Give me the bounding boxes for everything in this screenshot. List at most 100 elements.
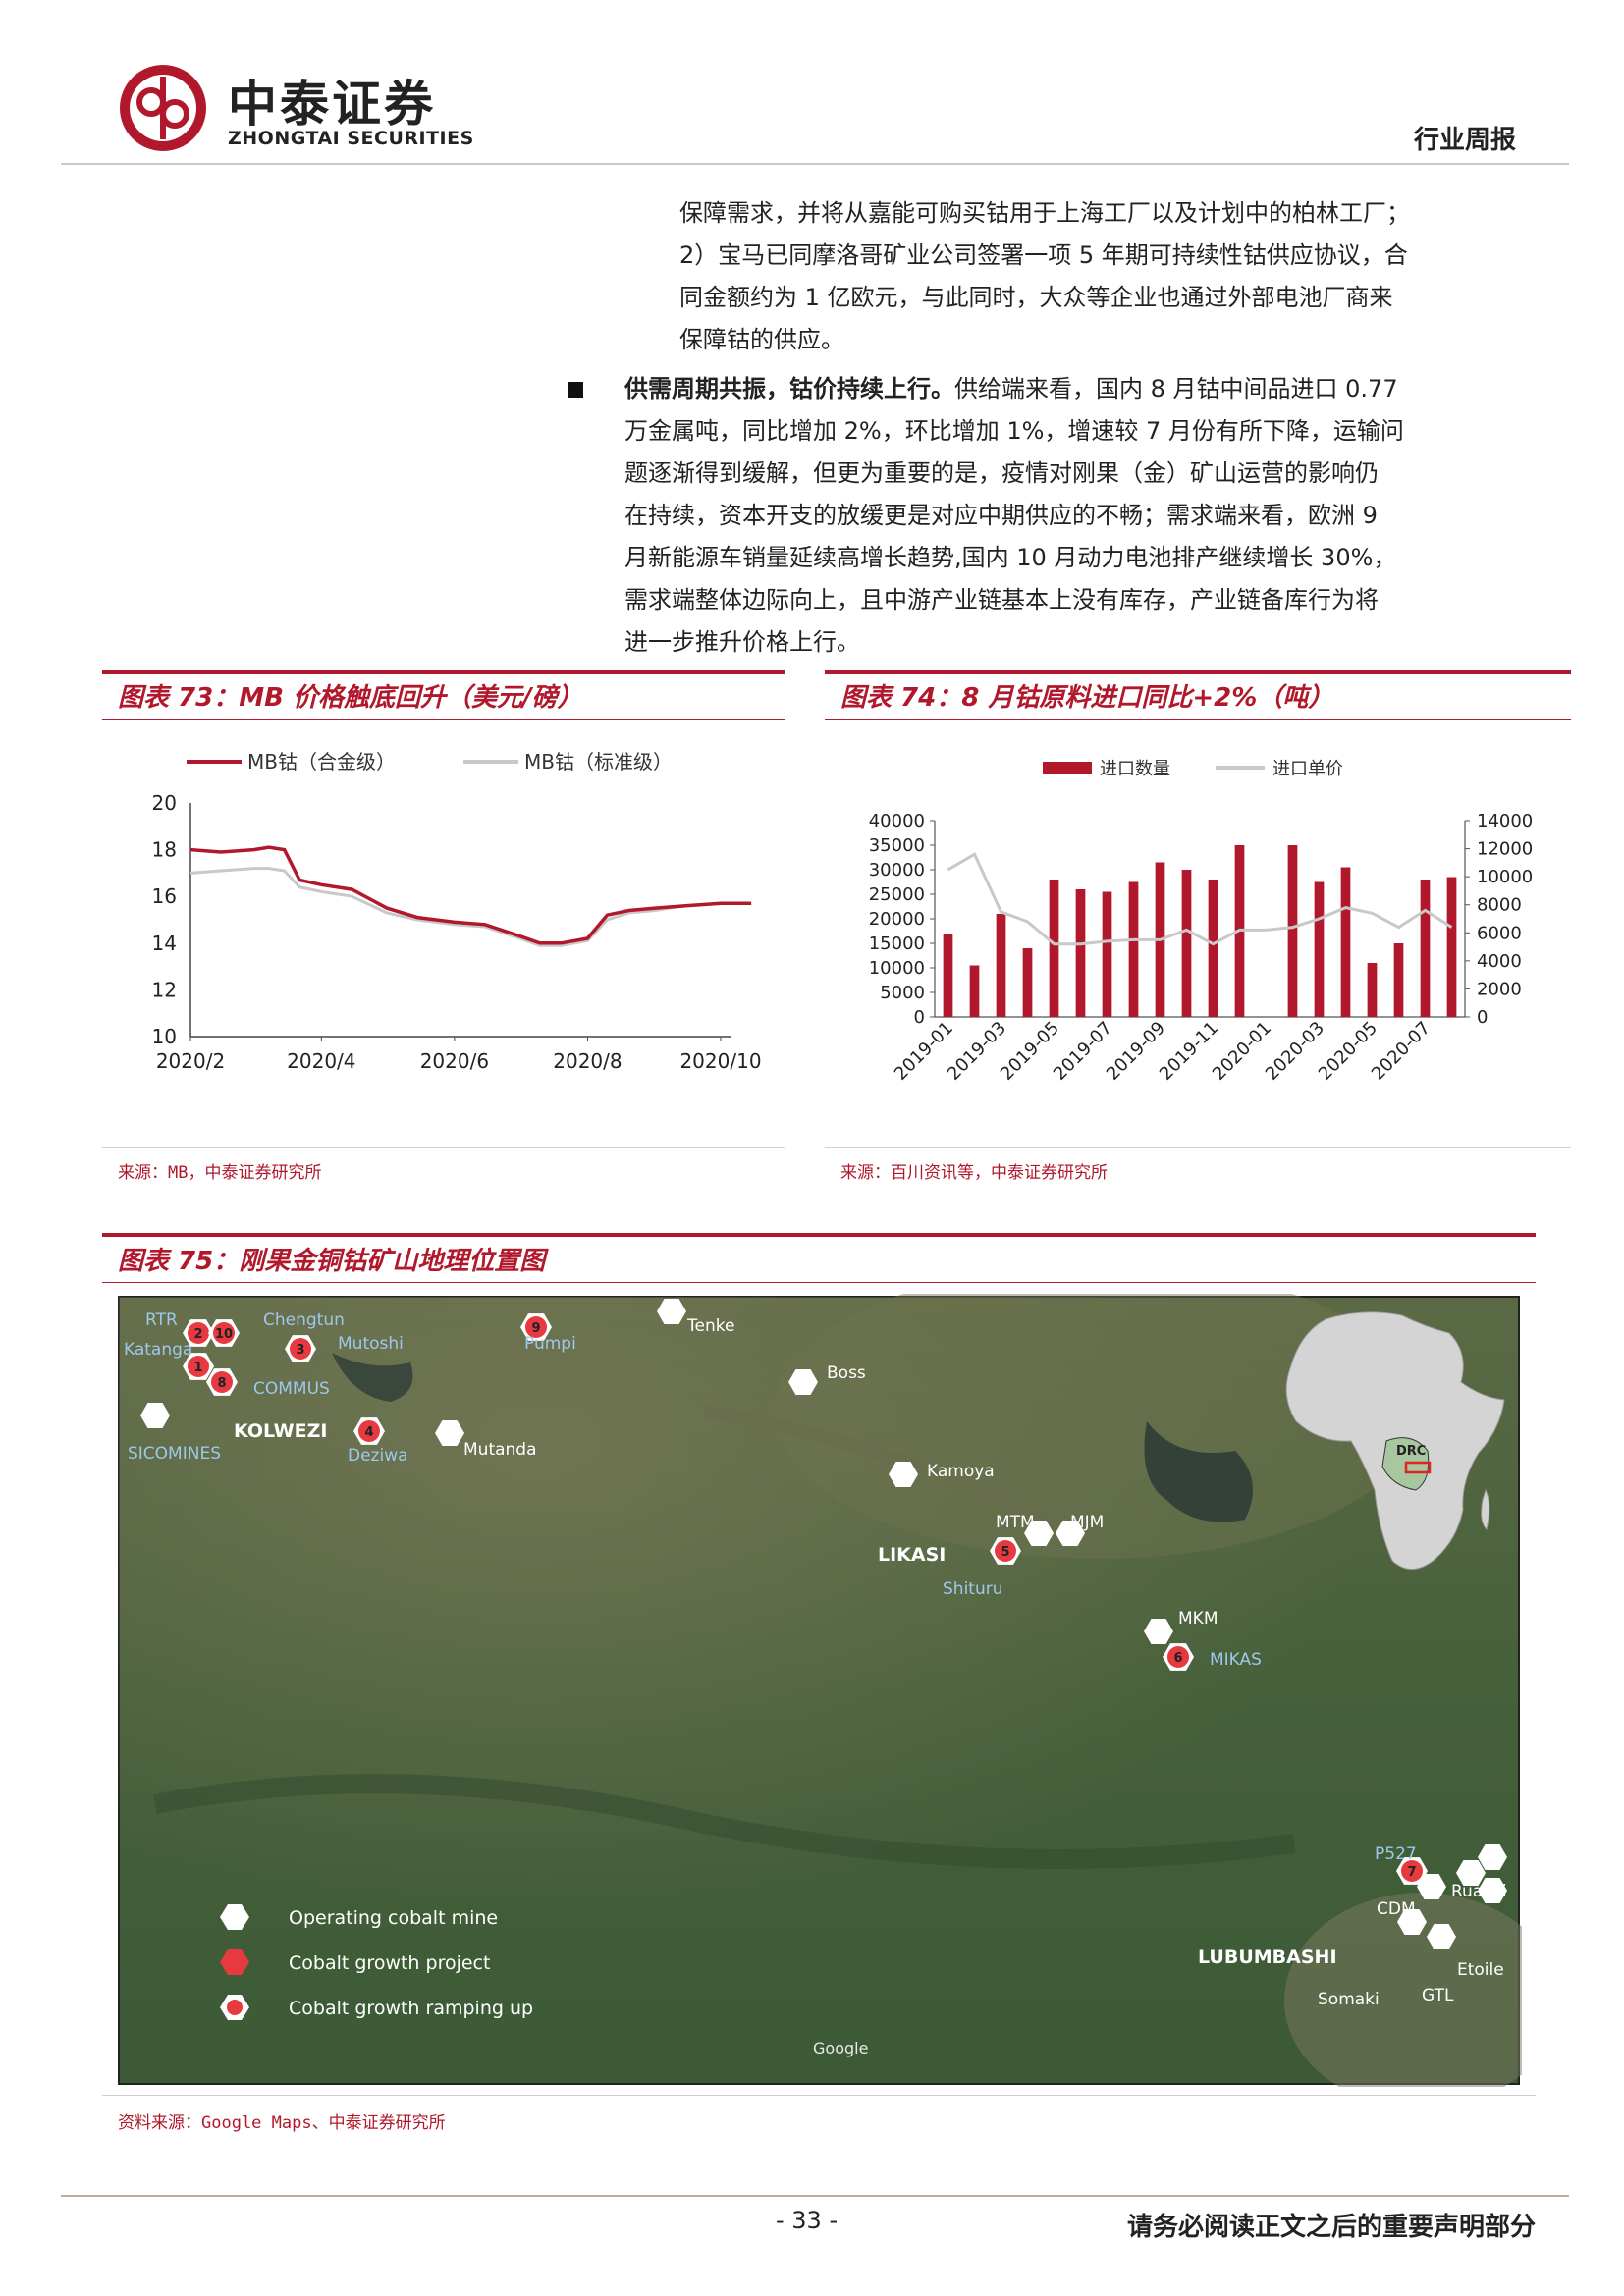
growth-mine-marker [188, 1356, 209, 1377]
legend-growth: Cobalt growth project [289, 1952, 490, 1974]
y-left-tick-label: 10000 [869, 958, 925, 979]
company-logo [120, 65, 206, 151]
mine-label: Chengtun [263, 1310, 345, 1330]
y-tick-label: 14 [152, 932, 177, 955]
header-divider [61, 163, 1569, 165]
legend-label: 进口数量 [1100, 759, 1170, 779]
y-left-tick-label: 40000 [869, 811, 925, 831]
y-right-tick-label: 6000 [1477, 923, 1522, 943]
mine-label: MTM [996, 1513, 1035, 1532]
mine-label: P527 [1375, 1844, 1417, 1864]
y-left-tick-label: 5000 [880, 983, 925, 1003]
mine-label: CDM [1377, 1899, 1416, 1919]
y-right-tick-label: 0 [1477, 1007, 1488, 1028]
x-tick-label: 2020/10 [679, 1049, 761, 1073]
city-label: LUBUMBASHI [1198, 1947, 1337, 1968]
operating-mine-marker [1024, 1521, 1054, 1546]
y-tick-label: 10 [152, 1025, 177, 1048]
fig73-title: 图表 73：MB 价格触底回升（美元/磅） [118, 683, 583, 713]
mine-label: Ruashi [1451, 1882, 1507, 1901]
mine-label: RTR [145, 1310, 178, 1330]
y-right-tick-label: 8000 [1477, 895, 1522, 916]
operating-mine-marker [788, 1369, 818, 1395]
operating-mine-marker [657, 1299, 686, 1324]
drc-mine-map: DRC KOLWEZI LIKASI LUBUMBASHI 2 101834956… [116, 1294, 1522, 2087]
bar-import-quantity [969, 965, 980, 1017]
logo-text-en: ZHONGTAI SECURITIES [228, 128, 474, 149]
growth-mine-marker [213, 1322, 235, 1344]
legend-swatch-quantity [1043, 762, 1092, 774]
legend-label: MB钴（标准级） [524, 750, 673, 774]
footer-divider [61, 2195, 1569, 2197]
bar-import-quantity [1208, 880, 1218, 1017]
mine-label: Mutanda [463, 1440, 537, 1460]
bar-import-quantity [1181, 870, 1192, 1017]
bar-import-quantity [1022, 948, 1033, 1017]
mine-label: Deziwa [348, 1446, 408, 1466]
bar-import-quantity [1393, 943, 1404, 1017]
report-type: 行业周报 [1413, 126, 1516, 155]
mine-label: Boss [827, 1363, 866, 1383]
y-left-tick-label: 25000 [869, 884, 925, 905]
mb-price-chart: MB钴（合金级） MB钴（标准级） 10 12 14 16 18 20 2020/2 2020/4… [152, 750, 762, 1073]
fig74-bottom-rule [825, 1147, 1571, 1148]
series-line-price [947, 852, 1453, 946]
mine-label: Mutoshi [338, 1334, 404, 1354]
y-tick-label: 20 [152, 791, 177, 815]
y-right-tick-label: 2000 [1477, 979, 1522, 999]
y-right-tick-label: 4000 [1477, 951, 1522, 972]
y-left-tick-label: 15000 [869, 934, 925, 954]
operating-mine-marker [1056, 1521, 1085, 1546]
fig74-title: 图表 74：8 月钴原料进口同比+2%（吨） [840, 683, 1334, 713]
bar-import-quantity [1314, 881, 1325, 1017]
x-tick-label: 2020/6 [420, 1049, 489, 1073]
text-line: 供需周期共振，钴价持续上行。供给端来看，国内 8 月钴中间品进口 0.77 [624, 368, 1524, 410]
bullet-marker [568, 382, 583, 398]
bar-import-quantity [996, 914, 1006, 1017]
fig74-source: 来源：百川资讯等，中泰证券研究所 [840, 1163, 1108, 1183]
fig73-bottom-rule [102, 1147, 785, 1148]
x-tick-label: 2020/4 [287, 1049, 355, 1073]
operating-mine-marker [1417, 1874, 1446, 1899]
operating-mine-marker [1456, 1860, 1486, 1886]
fig75-title-rule [102, 1282, 1536, 1283]
series-line-standard [189, 867, 752, 947]
y-left-tick-label: 30000 [869, 860, 925, 881]
map-legend: Operating cobalt mine Cobalt growth proj… [220, 1904, 533, 2020]
text-line: 月新能源车销量延续高增长趋势,国内 10 月动力电池排产继续增长 30%， [624, 544, 1397, 571]
bar-import-quantity [1128, 881, 1139, 1017]
mine-number: 1 [193, 1361, 202, 1375]
operating-mine-marker [1478, 1878, 1507, 1903]
series-line-alloy [189, 845, 752, 945]
y-tick-label: 16 [152, 884, 177, 908]
text-line: 在持续，资本开支的放缓更是对应中期供应的不畅；需求端来看，欧洲 9 [624, 502, 1378, 529]
fig75-title: 图表 75：刚果金铜钴矿山地理位置图 [118, 1247, 546, 1276]
operating-mine-marker [435, 1420, 464, 1446]
mine-label: Pumpi [524, 1334, 576, 1354]
paragraph-continued: 保障需求，并将从嘉能可购买钴用于上海工厂以及计划中的柏林工厂； 2）宝马已同摩洛… [679, 192, 1524, 361]
x-tick-label: 2020/2 [156, 1049, 225, 1073]
mine-number: 8 [217, 1376, 226, 1391]
y-tick-label: 12 [152, 978, 177, 1001]
growth-mine-marker [1167, 1646, 1189, 1668]
logo-text-cn: 中泰证券 [228, 76, 436, 133]
text-line: 题逐渐得到缓解，但更为重要的是，疫情对刚果（金）矿山运营的影响仍 [624, 459, 1379, 487]
mine-number: 2 [193, 1327, 202, 1342]
lake [1144, 1421, 1253, 1522]
mine-label: Etoile [1457, 1960, 1504, 1980]
mine-label: SICOMINES [128, 1444, 221, 1464]
mine-label: MIKAS [1210, 1650, 1262, 1670]
footer-disclaimer: 请务必阅读正文之后的重要声明部分 [1126, 2213, 1536, 2242]
city-label: LIKASI [878, 1544, 946, 1566]
mine-number: 9 [531, 1321, 540, 1336]
bar-import-quantity [1446, 877, 1457, 1017]
city-label: KOLWEZI [234, 1420, 327, 1442]
operating-mine-marker [140, 1403, 170, 1428]
bar-import-quantity [1102, 891, 1112, 1017]
growth-mine-marker [290, 1338, 311, 1360]
operating-mine-marker [1397, 1909, 1427, 1935]
y-tick-label: 18 [152, 838, 177, 862]
bullet-heading: 供需周期共振，钴价持续上行。 [624, 375, 954, 402]
fig73-source: 来源：MB，中泰证券研究所 [118, 1163, 322, 1183]
